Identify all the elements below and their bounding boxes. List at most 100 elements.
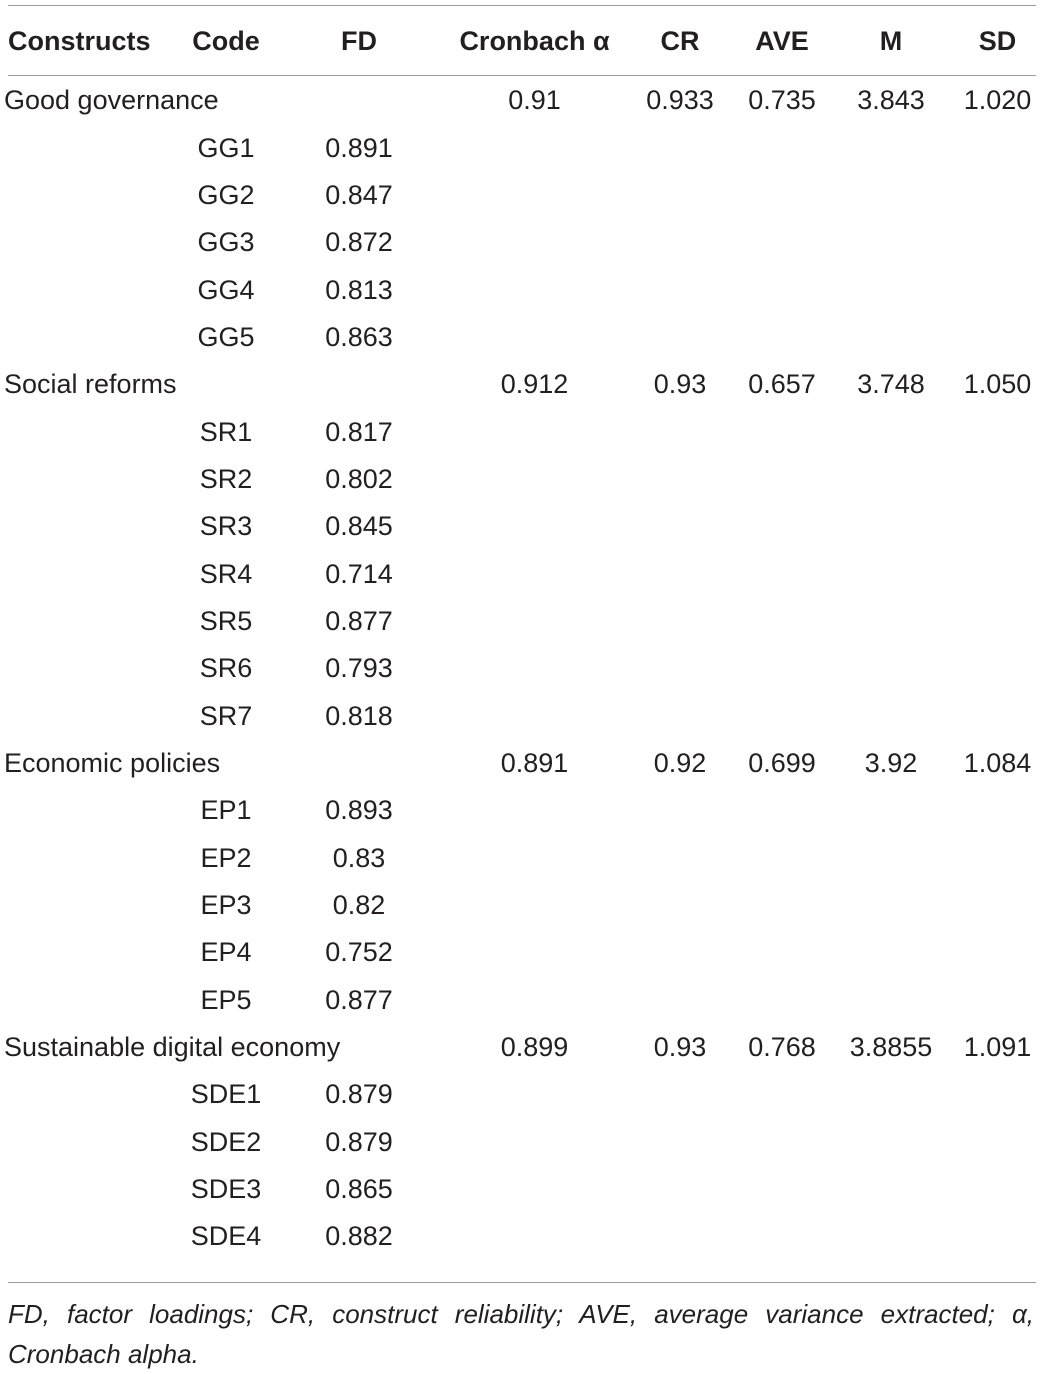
cell-ave <box>735 266 829 313</box>
cell-cr <box>625 787 735 834</box>
cell-fd: 0.845 <box>325 511 393 542</box>
cell-sd <box>953 456 1042 503</box>
cell-ave <box>735 787 829 834</box>
cell-cronbach <box>444 456 625 503</box>
table-bottom-rule <box>8 1282 1036 1283</box>
cell-sd <box>953 314 1042 361</box>
cell-m: 3.8855 <box>849 1032 933 1063</box>
cell-construct: Economic policies <box>4 747 221 778</box>
cell-construct <box>0 1119 178 1166</box>
cell-construct <box>0 456 178 503</box>
cell-fd: 0.882 <box>325 1221 393 1252</box>
cell-sd <box>953 692 1042 739</box>
cell-code: SDE3 <box>190 1174 262 1205</box>
cell-code: SDE1 <box>190 1079 262 1110</box>
cell-cronbach: 0.912 <box>500 369 569 400</box>
cell-construct <box>0 1213 178 1260</box>
cell-fd: 0.879 <box>325 1126 393 1157</box>
item-row: SDE1 0.879 <box>0 1071 1042 1118</box>
item-row: SDE4 0.882 <box>0 1213 1042 1260</box>
cell-cronbach <box>444 692 625 739</box>
cell-code: EP5 <box>200 984 252 1015</box>
cell-ave <box>735 1071 829 1118</box>
cell-fd: 0.752 <box>325 937 393 968</box>
cell-ave <box>735 598 829 645</box>
cell-construct <box>0 314 178 361</box>
cell-construct <box>0 550 178 597</box>
cell-cr <box>625 1166 735 1213</box>
cell-construct <box>0 645 178 692</box>
cell-construct: Social reforms <box>4 369 177 400</box>
cell-cr <box>625 882 735 929</box>
cell-m <box>829 692 953 739</box>
cell-fd: 0.877 <box>325 605 393 636</box>
item-row: GG2 0.847 <box>0 172 1042 219</box>
table-footnote: FD, factor loadings; CR, construct relia… <box>8 1299 1034 1369</box>
table-header-rule <box>8 75 1036 76</box>
cell-ave: 0.768 <box>748 1032 816 1063</box>
cell-code: SR1 <box>199 416 253 447</box>
cell-ave <box>735 456 829 503</box>
cell-m <box>829 1166 953 1213</box>
cell-code: SR5 <box>199 605 253 636</box>
cell-code: SR7 <box>199 700 253 731</box>
cell-ave <box>735 172 829 219</box>
cell-construct <box>0 598 178 645</box>
cell-sd <box>953 787 1042 834</box>
cell-cr <box>625 503 735 550</box>
cell-m <box>829 929 953 976</box>
cell-ave <box>735 314 829 361</box>
cell-m <box>829 172 953 219</box>
table-body: Good governance 0.91 0.933 0.735 3.843 1.020 G… <box>0 77 1042 1261</box>
header-m: M <box>879 25 903 56</box>
item-row: EP2 0.83 <box>0 835 1042 882</box>
cell-m <box>829 124 953 171</box>
cell-cr <box>625 1071 735 1118</box>
cell-construct <box>0 124 178 171</box>
cell-sd <box>953 645 1042 692</box>
cell-fd: 0.877 <box>325 984 393 1015</box>
cell-cronbach <box>444 835 625 882</box>
cell-sd <box>953 598 1042 645</box>
item-row: SR7 0.818 <box>0 692 1042 739</box>
cell-construct <box>0 172 178 219</box>
cell-sd <box>953 929 1042 976</box>
cell-code: EP3 <box>200 890 252 921</box>
cell-code: SR6 <box>199 653 253 684</box>
header-cronbach: Cronbach α <box>459 25 610 56</box>
cell-m <box>829 1071 953 1118</box>
cell-cronbach <box>444 314 625 361</box>
cell-cr <box>625 266 735 313</box>
cell-cr <box>625 408 735 455</box>
item-row: SR5 0.877 <box>0 598 1042 645</box>
cell-sd <box>953 408 1042 455</box>
cell-sd <box>953 1213 1042 1260</box>
cell-fd <box>274 740 444 787</box>
item-row: GG1 0.891 <box>0 124 1042 171</box>
cell-cronbach <box>444 1213 625 1260</box>
cell-ave <box>735 219 829 266</box>
cell-cronbach <box>444 598 625 645</box>
cell-cr <box>625 977 735 1024</box>
cell-code: GG3 <box>197 227 255 258</box>
cell-construct <box>0 882 178 929</box>
cell-code: GG1 <box>197 132 255 163</box>
cell-ave <box>735 1119 829 1166</box>
cell-construct <box>0 1166 178 1213</box>
cell-sd: 1.091 <box>963 1032 1032 1063</box>
cell-cronbach <box>444 929 625 976</box>
cell-cr <box>625 219 735 266</box>
cell-cr: 0.92 <box>653 747 707 778</box>
cell-cronbach <box>444 172 625 219</box>
cell-cronbach: 0.899 <box>500 1032 569 1063</box>
cell-m <box>829 882 953 929</box>
header-spacer <box>0 65 1042 77</box>
item-row: EP3 0.82 <box>0 882 1042 929</box>
cell-code: SR3 <box>199 511 253 542</box>
cell-fd: 0.863 <box>325 321 393 352</box>
cell-construct <box>0 692 178 739</box>
cell-fd: 0.879 <box>325 1079 393 1110</box>
cell-sd <box>953 172 1042 219</box>
item-row: EP4 0.752 <box>0 929 1042 976</box>
cell-cronbach: 0.91 <box>508 85 561 116</box>
